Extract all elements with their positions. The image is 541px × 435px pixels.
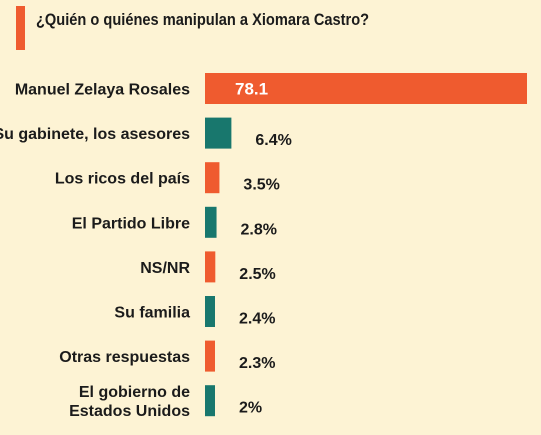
- category-label-4: NS/NR: [140, 260, 190, 277]
- bar-0: [205, 73, 527, 104]
- bar-5: [205, 296, 215, 327]
- value-label-4: 2.5%: [239, 266, 275, 283]
- title-marker: [16, 6, 25, 50]
- category-label-7-line-1: Estados Unidos: [69, 403, 190, 420]
- bar-2: [205, 162, 220, 194]
- value-label-1: 6.4%: [255, 132, 291, 149]
- value-label-0: 78.1: [235, 80, 268, 99]
- bar-3: [205, 206, 217, 238]
- bar-7: [205, 385, 215, 417]
- category-label-6: Otras respuestas: [59, 349, 190, 366]
- category-label-1: Su gabinete, los asesores: [0, 126, 190, 143]
- category-label-2: Los ricos del país: [55, 171, 190, 188]
- bar-6: [205, 340, 215, 372]
- value-label-5: 2.4%: [239, 311, 275, 328]
- category-label-7-line-0: El gobierno de: [79, 384, 190, 401]
- value-label-7: 2%: [239, 400, 262, 417]
- bar-4: [205, 251, 216, 283]
- category-label-3: El Partido Libre: [72, 215, 190, 232]
- chart-title: ¿Quién o quiénes manipulan a Xiomara Cas…: [36, 10, 370, 29]
- value-label-2: 3.5%: [243, 177, 279, 194]
- category-label-0: Manuel Zelaya Rosales: [15, 82, 190, 99]
- bar-1: [205, 117, 232, 149]
- category-label-5: Su familia: [114, 305, 190, 322]
- value-label-3: 2.8%: [241, 221, 277, 238]
- value-label-6: 2.3%: [239, 355, 275, 372]
